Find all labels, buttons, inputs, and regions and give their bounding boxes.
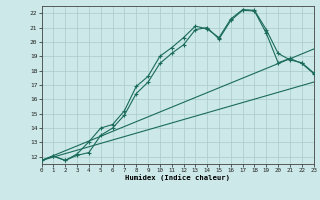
X-axis label: Humidex (Indice chaleur): Humidex (Indice chaleur) <box>125 175 230 181</box>
